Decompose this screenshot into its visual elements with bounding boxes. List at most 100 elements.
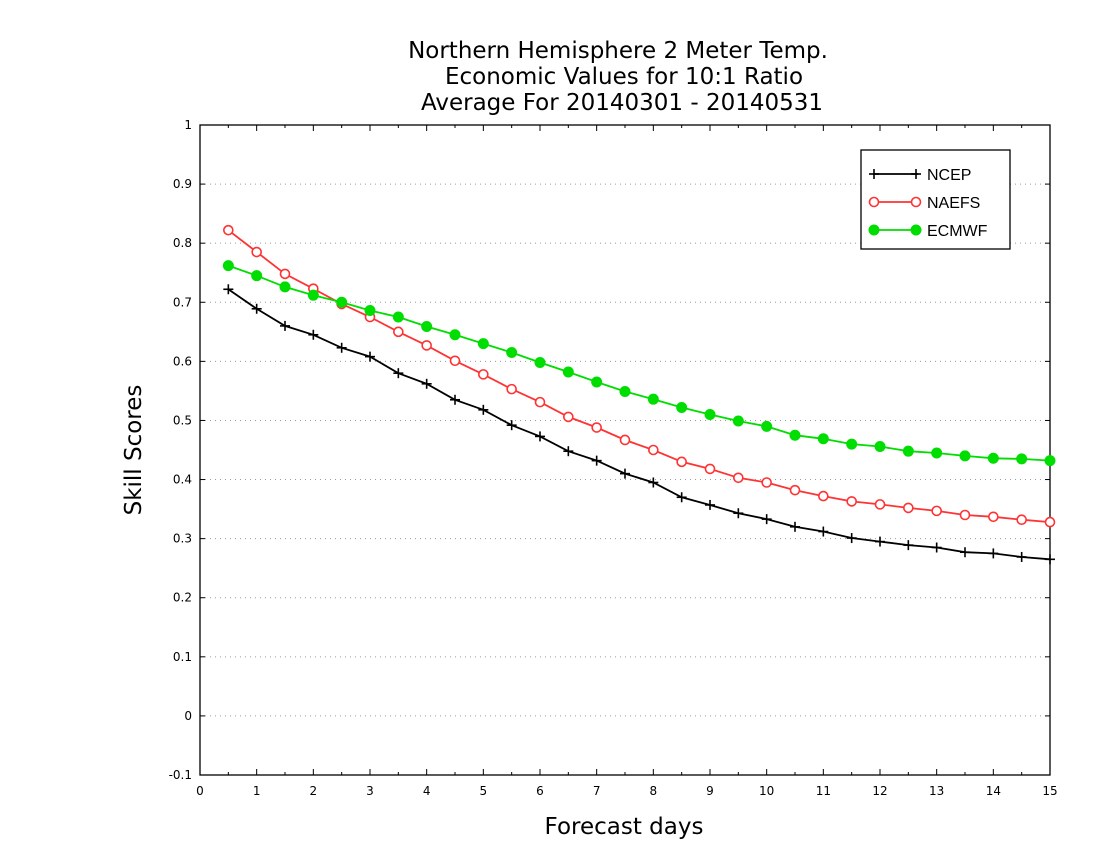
data-point — [676, 456, 687, 468]
data-point — [988, 511, 999, 523]
data-point — [648, 444, 659, 456]
series-ecmwf — [222, 260, 1056, 467]
data-point — [959, 450, 971, 462]
data-point — [534, 357, 546, 369]
series-line — [227, 288, 1051, 561]
data-point — [676, 401, 688, 413]
x-tick-label: 15 — [1042, 784, 1057, 798]
data-point — [902, 445, 914, 457]
data-point — [620, 468, 630, 479]
data-point — [1044, 455, 1056, 467]
data-point — [392, 311, 404, 323]
data-point — [562, 366, 574, 378]
x-tick-label: 8 — [650, 784, 658, 798]
data-point — [818, 526, 829, 537]
data-point — [279, 281, 291, 293]
x-tick-label: 3 — [366, 784, 374, 798]
x-tick-label: 9 — [706, 784, 714, 798]
data-point — [506, 383, 517, 395]
series-naefs — [223, 224, 1056, 528]
data-point — [619, 386, 631, 397]
data-point — [910, 196, 922, 208]
y-tick-label: -0.1 — [169, 768, 192, 782]
legend-box — [860, 149, 1011, 250]
data-point — [421, 321, 433, 332]
data-point — [875, 536, 885, 547]
data-point — [251, 303, 262, 314]
data-point — [676, 492, 687, 503]
data-point — [222, 260, 234, 272]
data-point — [1044, 516, 1056, 528]
legend-item-ncep: NCEP — [869, 167, 971, 184]
data-point — [421, 340, 432, 351]
legend-label: ECMWF — [927, 223, 988, 240]
data-point — [477, 338, 489, 350]
grid-lines — [200, 183, 1050, 717]
data-point — [506, 347, 518, 358]
data-point — [364, 305, 376, 317]
data-point — [790, 521, 800, 532]
data-point — [393, 368, 404, 379]
data-point — [868, 196, 880, 208]
data-point — [478, 369, 489, 380]
data-point — [789, 429, 801, 441]
data-point — [846, 533, 857, 544]
data-point — [789, 484, 801, 496]
data-point — [846, 438, 858, 450]
y-tick-label: 0.5 — [173, 413, 192, 427]
data-point — [647, 393, 659, 405]
data-point — [1016, 551, 1027, 562]
data-point — [223, 284, 234, 295]
y-tick-label: 0.3 — [173, 532, 192, 546]
data-point — [450, 394, 460, 405]
data-point — [903, 540, 914, 551]
y-tick-label: 0.4 — [173, 473, 192, 487]
y-tick-label: 1 — [184, 118, 192, 132]
x-tick-label: 0 — [196, 784, 204, 798]
x-tick-label: 10 — [759, 784, 774, 798]
data-point — [817, 433, 829, 445]
data-point — [478, 404, 489, 415]
data-point — [931, 447, 943, 459]
data-point — [648, 477, 659, 488]
data-point — [251, 270, 263, 282]
axes: -0.100.10.20.30.40.50.60.70.80.910 1 2 3 4 5 6… — [169, 118, 1058, 798]
data-point — [903, 502, 914, 514]
data-point — [761, 514, 772, 525]
data-point — [393, 326, 404, 338]
x-tick-label: 13 — [929, 784, 944, 798]
data-point — [874, 440, 886, 452]
data-point — [421, 378, 432, 389]
data-point — [535, 431, 545, 442]
x-tick-label: 4 — [423, 784, 431, 798]
y-tick-label: 0.1 — [173, 650, 192, 664]
data-point — [449, 329, 461, 341]
data-point — [336, 342, 347, 353]
data-point — [704, 409, 716, 421]
data-point — [1045, 554, 1055, 565]
data-point — [988, 548, 999, 559]
data-point — [1016, 514, 1027, 526]
y-tick-label: 0.7 — [173, 295, 192, 309]
data-point — [910, 224, 922, 236]
y-tick-label: 0.2 — [173, 591, 192, 605]
y-tick-label: 0.6 — [173, 354, 192, 368]
data-point — [761, 420, 773, 432]
data-point — [563, 411, 574, 423]
y-tick-label: 0.9 — [173, 177, 192, 191]
data-point — [1016, 453, 1028, 465]
series-line — [227, 264, 1051, 462]
data-point — [704, 463, 716, 475]
chart-title-line-2: Economic Values for 10:1 Ratio — [445, 64, 803, 90]
x-tick-label: 5 — [480, 784, 488, 798]
data-point — [563, 446, 574, 457]
chart-title-line-3: Average For 20140301 - 20140531 — [421, 90, 823, 116]
data-point — [874, 499, 886, 510]
data-point — [761, 477, 772, 488]
data-point — [591, 422, 602, 433]
data-point — [591, 376, 603, 388]
y-tick-label: 0 — [184, 709, 192, 723]
data-point — [280, 320, 290, 331]
data-point — [365, 351, 375, 362]
